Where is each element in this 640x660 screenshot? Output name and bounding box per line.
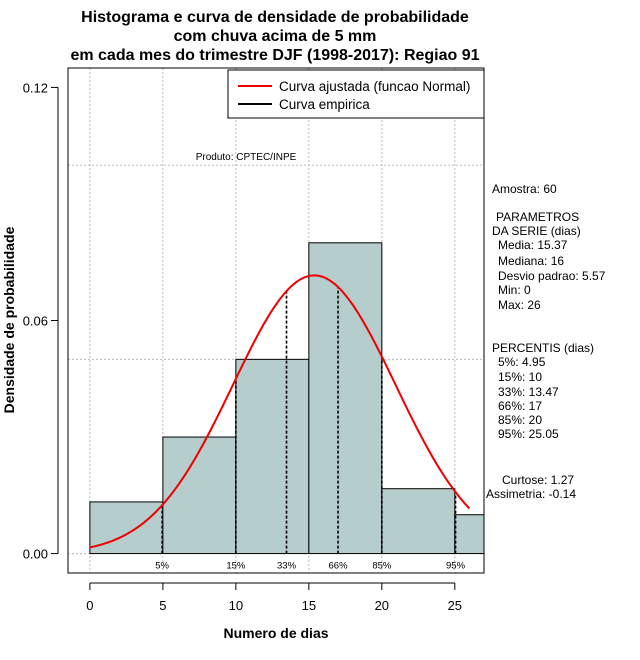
- stat-max: Max: 26: [498, 298, 541, 312]
- x-tick-label-5: 25: [448, 598, 462, 613]
- stat-curtose: Curtose: 1.27: [502, 473, 574, 487]
- legend-label-empirical: Curva empirica: [279, 97, 370, 112]
- x-tick-label-1: 5: [159, 598, 166, 613]
- x-axis-label: Numero de dias: [223, 625, 328, 641]
- stat-desvio: Desvio padrao: 5.57: [498, 269, 606, 283]
- stat-assimetria: Assimetria: -0.14: [486, 487, 576, 501]
- stat-mediana: Mediana: 16: [498, 254, 564, 268]
- plot-frame: [67, 67, 485, 574]
- chart-title-line-2: com chuva acima de 5 mm: [174, 28, 377, 45]
- percentile-lines: [161, 287, 457, 554]
- stat-p15: 15%: 10: [498, 370, 542, 384]
- stat-p95: 95%: 25.05: [498, 427, 559, 441]
- stat-param-header-2: DA SERIE (dias): [492, 224, 581, 238]
- percentile-label-0: 5%: [155, 561, 169, 572]
- histogram-bar-1: [162, 436, 237, 555]
- y-tick-label-1: 0.06: [23, 314, 48, 329]
- chart-title-line-1: Histograma e curva de densidade de proba…: [81, 9, 469, 26]
- x-tick-label-4: 20: [375, 598, 389, 613]
- axes: 0 5 10 15 20 25 0.00 0.06 0.12: [23, 80, 462, 613]
- histogram-bar-0: [89, 501, 164, 555]
- x-tick-label-0: 0: [86, 598, 93, 613]
- histogram-bars: [89, 242, 484, 555]
- legend-label-normal: Curva ajustada (funcao Normal): [279, 79, 470, 94]
- percentile-labels: 5% 15% 33% 66% 85% 95%: [155, 561, 465, 572]
- x-tick-label-3: 15: [302, 598, 316, 613]
- percentile-label-2: 33%: [277, 561, 297, 572]
- stat-amostra: Amostra: 60: [492, 182, 557, 196]
- stat-p66: 66%: 17: [498, 399, 542, 413]
- histogram-bar-3: [308, 242, 383, 555]
- histogram-bar-5: [454, 514, 484, 555]
- y-tick-label-2: 0.12: [23, 80, 48, 95]
- histogram-bar-4: [381, 488, 456, 555]
- percentile-label-5: 95%: [446, 561, 466, 572]
- x-tick-label-2: 10: [229, 598, 243, 613]
- stat-p33: 33%: 13.47: [498, 385, 559, 399]
- legend: Curva ajustada (funcao Normal) Curva emp…: [227, 69, 485, 119]
- stat-param-header-1: PARAMETROS: [496, 210, 579, 224]
- y-axis-label: Densidade de probabilidade: [1, 226, 17, 413]
- percentile-label-1: 15%: [226, 561, 246, 572]
- histogram-bar-2: [235, 358, 310, 555]
- y-tick-label-0: 0.00: [23, 547, 48, 562]
- chart-title-line-3: em cada mes do trimestre DJF (1998-2017)…: [70, 47, 479, 64]
- stat-p5: 5%: 4.95: [498, 355, 546, 369]
- percentile-label-4: 85%: [372, 561, 392, 572]
- normal-curve: [89, 274, 471, 549]
- stat-min: Min: 0: [498, 283, 531, 297]
- stat-media: Media: 15.37: [498, 238, 568, 252]
- legend-box: [227, 69, 485, 119]
- stat-p85: 85%: 20: [498, 413, 542, 427]
- stats-panel: Amostra: 60 PARAMETROS DA SERIE (dias) M…: [486, 182, 606, 501]
- percentile-label-3: 66%: [329, 561, 349, 572]
- stat-pct-header: PERCENTIS (dias): [492, 341, 594, 355]
- credit-text: Produto: CPTEC/INPE: [196, 152, 297, 163]
